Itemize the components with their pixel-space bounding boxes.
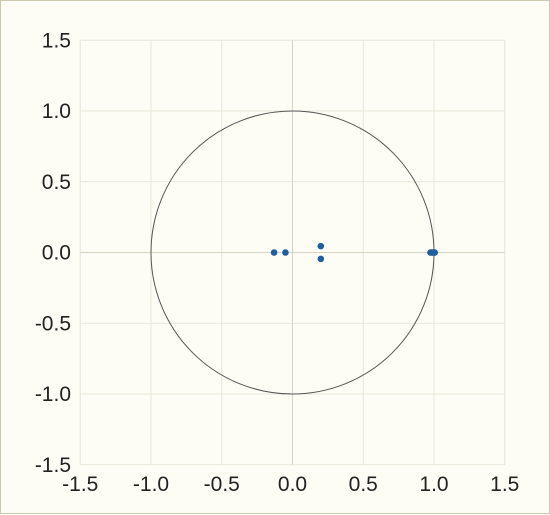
y-tick-label: 1.5 bbox=[42, 29, 71, 52]
x-tick-labels: -1.5 -1.0 -0.5 0.0 0.5 1.0 1.5 bbox=[62, 473, 519, 496]
data-points bbox=[270, 242, 439, 263]
x-tick-label: -1.5 bbox=[62, 473, 98, 496]
data-point bbox=[270, 249, 278, 256]
y-tick-label: -1.5 bbox=[35, 454, 71, 477]
x-tick-label: 0.5 bbox=[349, 473, 378, 496]
x-tick-label: 1.0 bbox=[419, 473, 448, 496]
y-tick-label: 0.0 bbox=[42, 242, 71, 265]
x-tick-label: -0.5 bbox=[204, 473, 240, 496]
x-tick-label: -1.0 bbox=[133, 473, 169, 496]
data-point bbox=[282, 249, 289, 256]
y-tick-labels: 1.5 1.0 0.5 0.0 -0.5 -1.0 -1.5 bbox=[35, 29, 71, 477]
y-tick-label: 0.5 bbox=[42, 171, 71, 194]
y-tick-label: -0.5 bbox=[35, 312, 71, 335]
data-point bbox=[431, 249, 439, 256]
x-tick-label: 1.5 bbox=[490, 473, 519, 496]
y-tick-label: -1.0 bbox=[35, 383, 71, 406]
zero-axes bbox=[80, 40, 505, 465]
data-point bbox=[317, 242, 325, 250]
y-tick-label: 1.0 bbox=[42, 100, 71, 123]
x-tick-label: 0.0 bbox=[278, 473, 307, 496]
data-point bbox=[317, 255, 325, 263]
